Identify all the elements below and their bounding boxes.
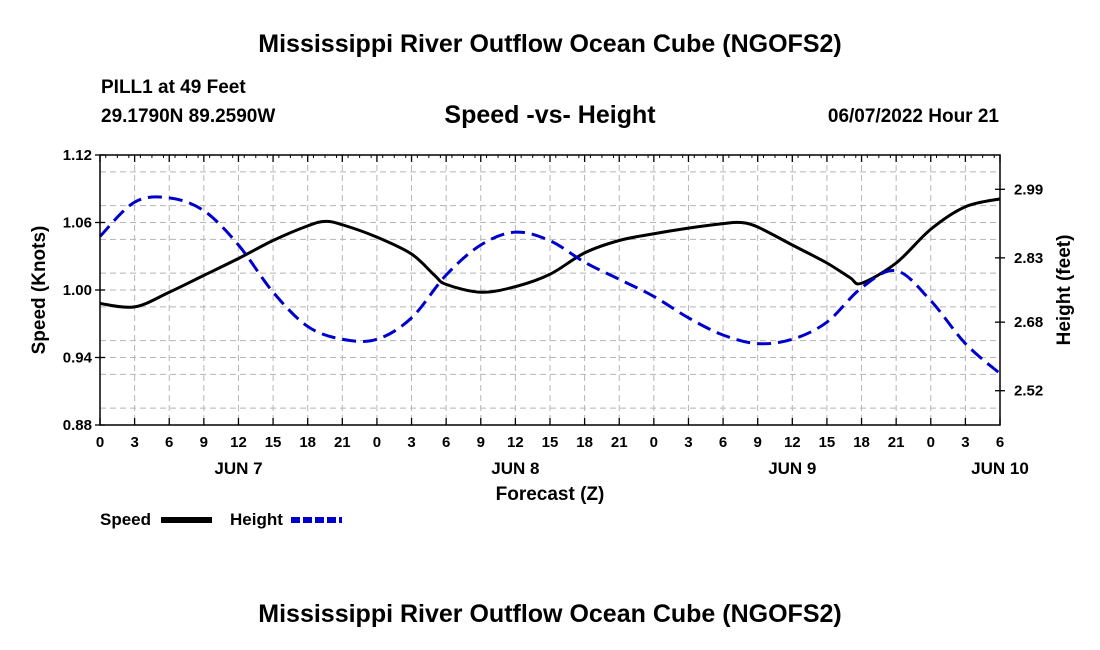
station-label: PILL1 at 49 Feet [101,77,246,98]
x-tick-label: 6 [442,434,450,451]
x-tick-label: 15 [819,434,836,451]
x-tick-label: 0 [373,434,381,451]
grid-lines [100,155,1000,425]
x-tick-label: 9 [754,434,762,451]
x-tick-label: 6 [996,434,1004,451]
y2-tick-label: 2.68 [1014,314,1043,331]
y-tick-label: 1.12 [63,147,92,164]
x-tick-label: 0 [650,434,658,451]
y-tick-label: 0.88 [63,417,92,434]
x-tick-label: 15 [542,434,559,451]
y2-tick-label: 2.99 [1014,181,1043,198]
x-tick-label: 21 [888,434,905,451]
y2-axis-label: Height (feet) [1054,235,1075,346]
y-tick-label: 0.94 [63,350,93,367]
x-tick-label: 6 [165,434,173,451]
date-label: JUN 8 [491,459,539,478]
x-tick-label: 0 [927,434,935,451]
x-tick-label: 9 [200,434,208,451]
chart-title: Mississippi River Outflow Ocean Cube (NG… [258,30,842,58]
legend-speed-label: Speed [100,510,151,529]
series-lines [98,195,1001,375]
x-axis-label: Forecast (Z) [496,484,605,505]
x-tick-label: 12 [230,434,247,451]
y-tick-label: 1.06 [63,215,92,232]
legend: Speed Height [100,510,342,529]
legend-height-label: Height [230,510,283,529]
x-tick-label: 0 [96,434,104,451]
x-tick-label: 3 [961,434,969,451]
x-tick-label: 15 [265,434,282,451]
forecast-datetime: 06/07/2022 Hour 21 [827,106,999,127]
date-label: JUN 7 [214,459,262,478]
x-tick-label: 6 [719,434,727,451]
x-tick-label: 18 [853,434,870,451]
x-tick-label: 21 [611,434,628,451]
x-tick-label: 9 [477,434,485,451]
x-tick-label: 18 [576,434,593,451]
date-label: JUN 9 [768,459,816,478]
x-tick-label: 3 [407,434,415,451]
x-tick-label: 18 [299,434,316,451]
chart-subtitle: Speed -vs- Height [444,101,656,129]
x-tick-label: 3 [130,434,138,451]
date-label: JUN 10 [971,459,1029,478]
footer-chart-title: Mississippi River Outflow Ocean Cube (NG… [258,600,842,628]
y-axis-label: Speed (Knots) [29,226,50,355]
height-series-line [98,195,1001,375]
y-tick-label: 1.00 [63,282,92,299]
x-tick-label: 3 [684,434,692,451]
y2-tick-label: 2.52 [1014,383,1043,400]
speed-series-line [99,197,1001,309]
station-coordinates: 29.1790N 89.2590W [101,106,276,127]
y2-tick-label: 2.83 [1014,250,1043,267]
x-tick-label: 21 [334,434,351,451]
x-tick-label: 12 [507,434,524,451]
x-tick-label: 12 [784,434,801,451]
axes: 0 3 6 9 12 15 18 21 0 3 6 9 12 15 18 21 0 3 6 9 12 15 18 21 0 3 6 J… [63,147,1043,478]
